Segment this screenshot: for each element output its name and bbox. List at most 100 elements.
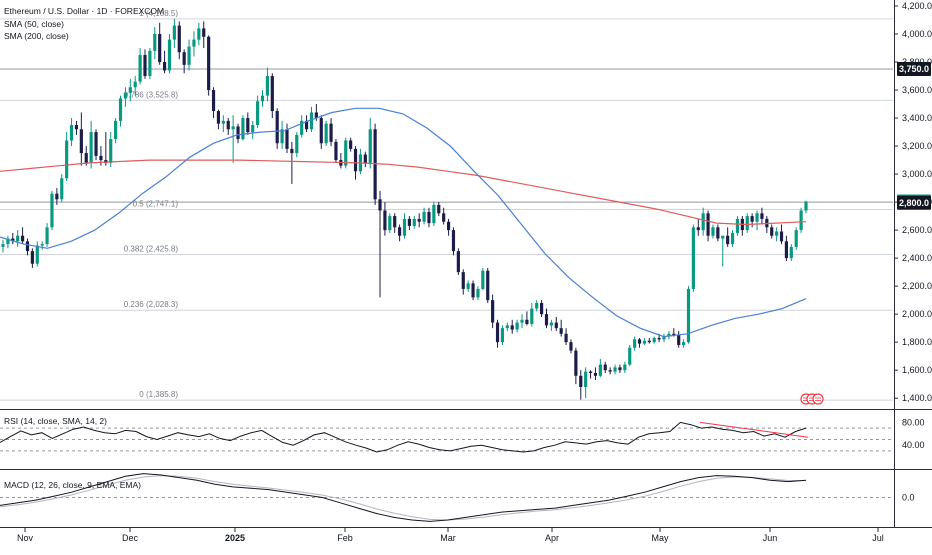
sma200-legend[interactable]: SMA (200, close) bbox=[4, 31, 69, 41]
candle bbox=[11, 232, 15, 245]
candle-body bbox=[495, 322, 500, 343]
candle bbox=[270, 73, 274, 119]
candle bbox=[55, 188, 59, 205]
candle-body bbox=[726, 235, 730, 245]
candle-body bbox=[104, 160, 108, 163]
candle bbox=[691, 224, 695, 292]
candle-body bbox=[241, 118, 245, 140]
candle bbox=[437, 202, 441, 217]
candle-body bbox=[559, 328, 563, 334]
candle bbox=[505, 322, 509, 331]
candle-body bbox=[280, 129, 284, 144]
candle-body bbox=[11, 238, 15, 242]
candle-body bbox=[525, 319, 529, 324]
candle-body bbox=[486, 270, 490, 301]
sma50-legend[interactable]: SMA (50, close) bbox=[4, 19, 64, 29]
candle-body bbox=[437, 204, 441, 214]
candle-body bbox=[491, 300, 495, 323]
candle-body bbox=[730, 232, 735, 245]
macd-panel-label[interactable]: MACD (12, 26, close, 9, EMA, EMA) bbox=[4, 480, 141, 490]
candle bbox=[770, 224, 774, 239]
candle-body bbox=[285, 129, 289, 149]
candle-body bbox=[593, 372, 598, 376]
y-tick-label: 3,400.0 bbox=[902, 113, 932, 123]
candle bbox=[69, 118, 74, 147]
macd-signal-line bbox=[0, 475, 806, 521]
candle bbox=[167, 34, 172, 74]
candle-body bbox=[69, 125, 74, 141]
candle bbox=[696, 218, 700, 236]
candle-body bbox=[99, 155, 103, 161]
x-tick-label: Feb bbox=[337, 533, 353, 543]
candle bbox=[50, 190, 54, 231]
candle-body bbox=[197, 28, 201, 40]
event-flag-icon bbox=[800, 393, 824, 405]
candle bbox=[407, 216, 411, 231]
candle bbox=[30, 248, 34, 268]
rsi-panel-label[interactable]: RSI (14, close, SMA, 14, 2) bbox=[4, 416, 107, 426]
candle bbox=[231, 115, 235, 163]
candle bbox=[349, 137, 353, 152]
candle-body bbox=[172, 25, 176, 40]
x-tick-label: Jul bbox=[872, 533, 884, 543]
candle bbox=[417, 213, 421, 228]
candle-body bbox=[505, 325, 509, 329]
candle bbox=[520, 314, 524, 329]
candle-body bbox=[30, 251, 34, 264]
candle-body bbox=[804, 201, 808, 211]
candle-body bbox=[221, 120, 225, 124]
candle-body bbox=[735, 218, 740, 233]
candle-body bbox=[133, 81, 137, 88]
candle bbox=[40, 241, 44, 250]
candle-body bbox=[701, 213, 705, 231]
y-tick-label: 4,000.0 bbox=[902, 29, 932, 39]
candle-body bbox=[613, 367, 617, 372]
candle bbox=[241, 115, 245, 141]
candle bbox=[701, 207, 705, 236]
candle bbox=[285, 123, 289, 154]
candle-body bbox=[368, 129, 372, 163]
candle-body bbox=[109, 139, 113, 163]
candle bbox=[608, 367, 612, 375]
candle bbox=[461, 269, 465, 295]
y-tick-label: 1,400.0 bbox=[902, 393, 932, 403]
candle bbox=[402, 213, 407, 239]
candle-body bbox=[40, 244, 44, 246]
candle-body bbox=[383, 210, 387, 231]
candle-body bbox=[393, 216, 397, 228]
candle bbox=[726, 227, 730, 247]
candle-body bbox=[652, 337, 656, 343]
candle bbox=[579, 370, 583, 400]
candle-body bbox=[45, 227, 49, 245]
candle bbox=[569, 339, 573, 354]
candle-body bbox=[574, 350, 578, 376]
candle bbox=[530, 302, 534, 327]
fib-level-label: 0.236 (2,028.3) bbox=[124, 300, 179, 309]
symbol-title[interactable]: Ethereum / U.S. Dollar · 1D · FOREXCOM bbox=[4, 6, 165, 16]
candle-body bbox=[177, 25, 181, 53]
candle-body bbox=[696, 227, 700, 231]
candle-body bbox=[256, 101, 260, 126]
candle bbox=[432, 202, 436, 226]
candle-body bbox=[451, 230, 456, 252]
candle-body bbox=[456, 251, 460, 273]
candle bbox=[207, 35, 211, 96]
candle-body bbox=[598, 364, 602, 376]
candle-body bbox=[554, 322, 558, 329]
candle-body bbox=[412, 218, 416, 226]
candle-body bbox=[711, 227, 715, 236]
candle-body bbox=[500, 328, 505, 343]
candle bbox=[109, 132, 113, 168]
candle-body bbox=[794, 230, 798, 247]
candle bbox=[446, 218, 451, 236]
candle bbox=[89, 120, 93, 169]
candle bbox=[383, 202, 387, 236]
candle bbox=[540, 300, 544, 317]
candle-body bbox=[686, 288, 691, 343]
candle-body bbox=[344, 140, 348, 166]
candle-body bbox=[216, 111, 221, 124]
candle bbox=[642, 337, 647, 345]
candle bbox=[290, 141, 294, 184]
candle bbox=[84, 146, 88, 166]
